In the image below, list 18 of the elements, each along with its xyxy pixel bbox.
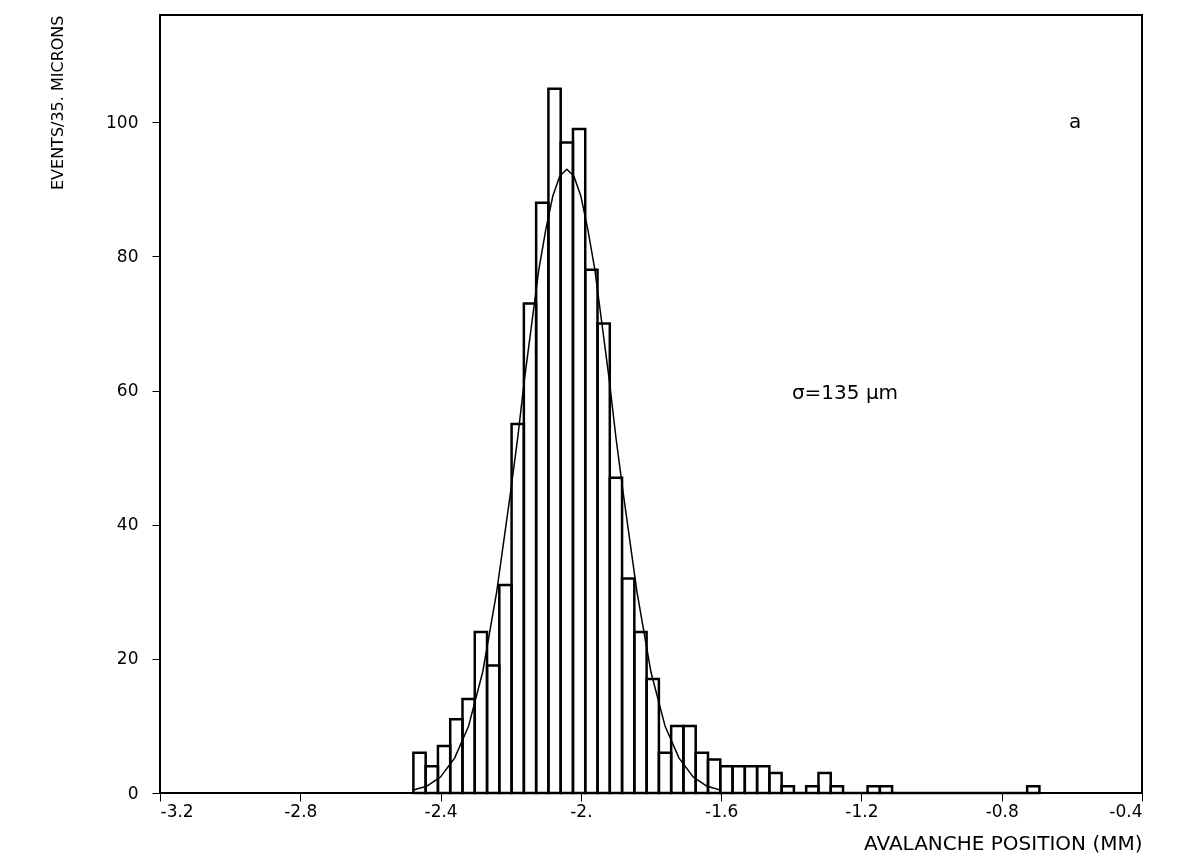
x-tick-label: -3.2	[160, 800, 194, 821]
y-tick-label: 20	[116, 648, 139, 669]
x-tick-label: -1.2	[845, 800, 879, 821]
x-tick-label: -2.8	[284, 800, 318, 821]
x-tick-label: -1.6	[705, 800, 739, 821]
x-tick-label: -0.8	[985, 800, 1019, 821]
x-tick-label: -0.4	[1109, 800, 1143, 821]
y-tick-label: 80	[116, 245, 139, 266]
y-tick-label: 100	[106, 111, 139, 132]
y-axis-title: EVENTS/35. MICRONS	[48, 15, 68, 191]
annotation: σ=135 µm	[791, 380, 899, 404]
y-tick-label: 0	[127, 782, 139, 803]
x-tick-label: -2.	[570, 800, 593, 821]
x-axis-title: AVALANCHE POSITION (MM)	[864, 830, 1143, 855]
y-tick-label: 40	[116, 514, 139, 535]
x-tick-label: -2.4	[424, 800, 458, 821]
y-tick-label: 60	[116, 380, 139, 401]
annotation: a	[1068, 109, 1082, 133]
